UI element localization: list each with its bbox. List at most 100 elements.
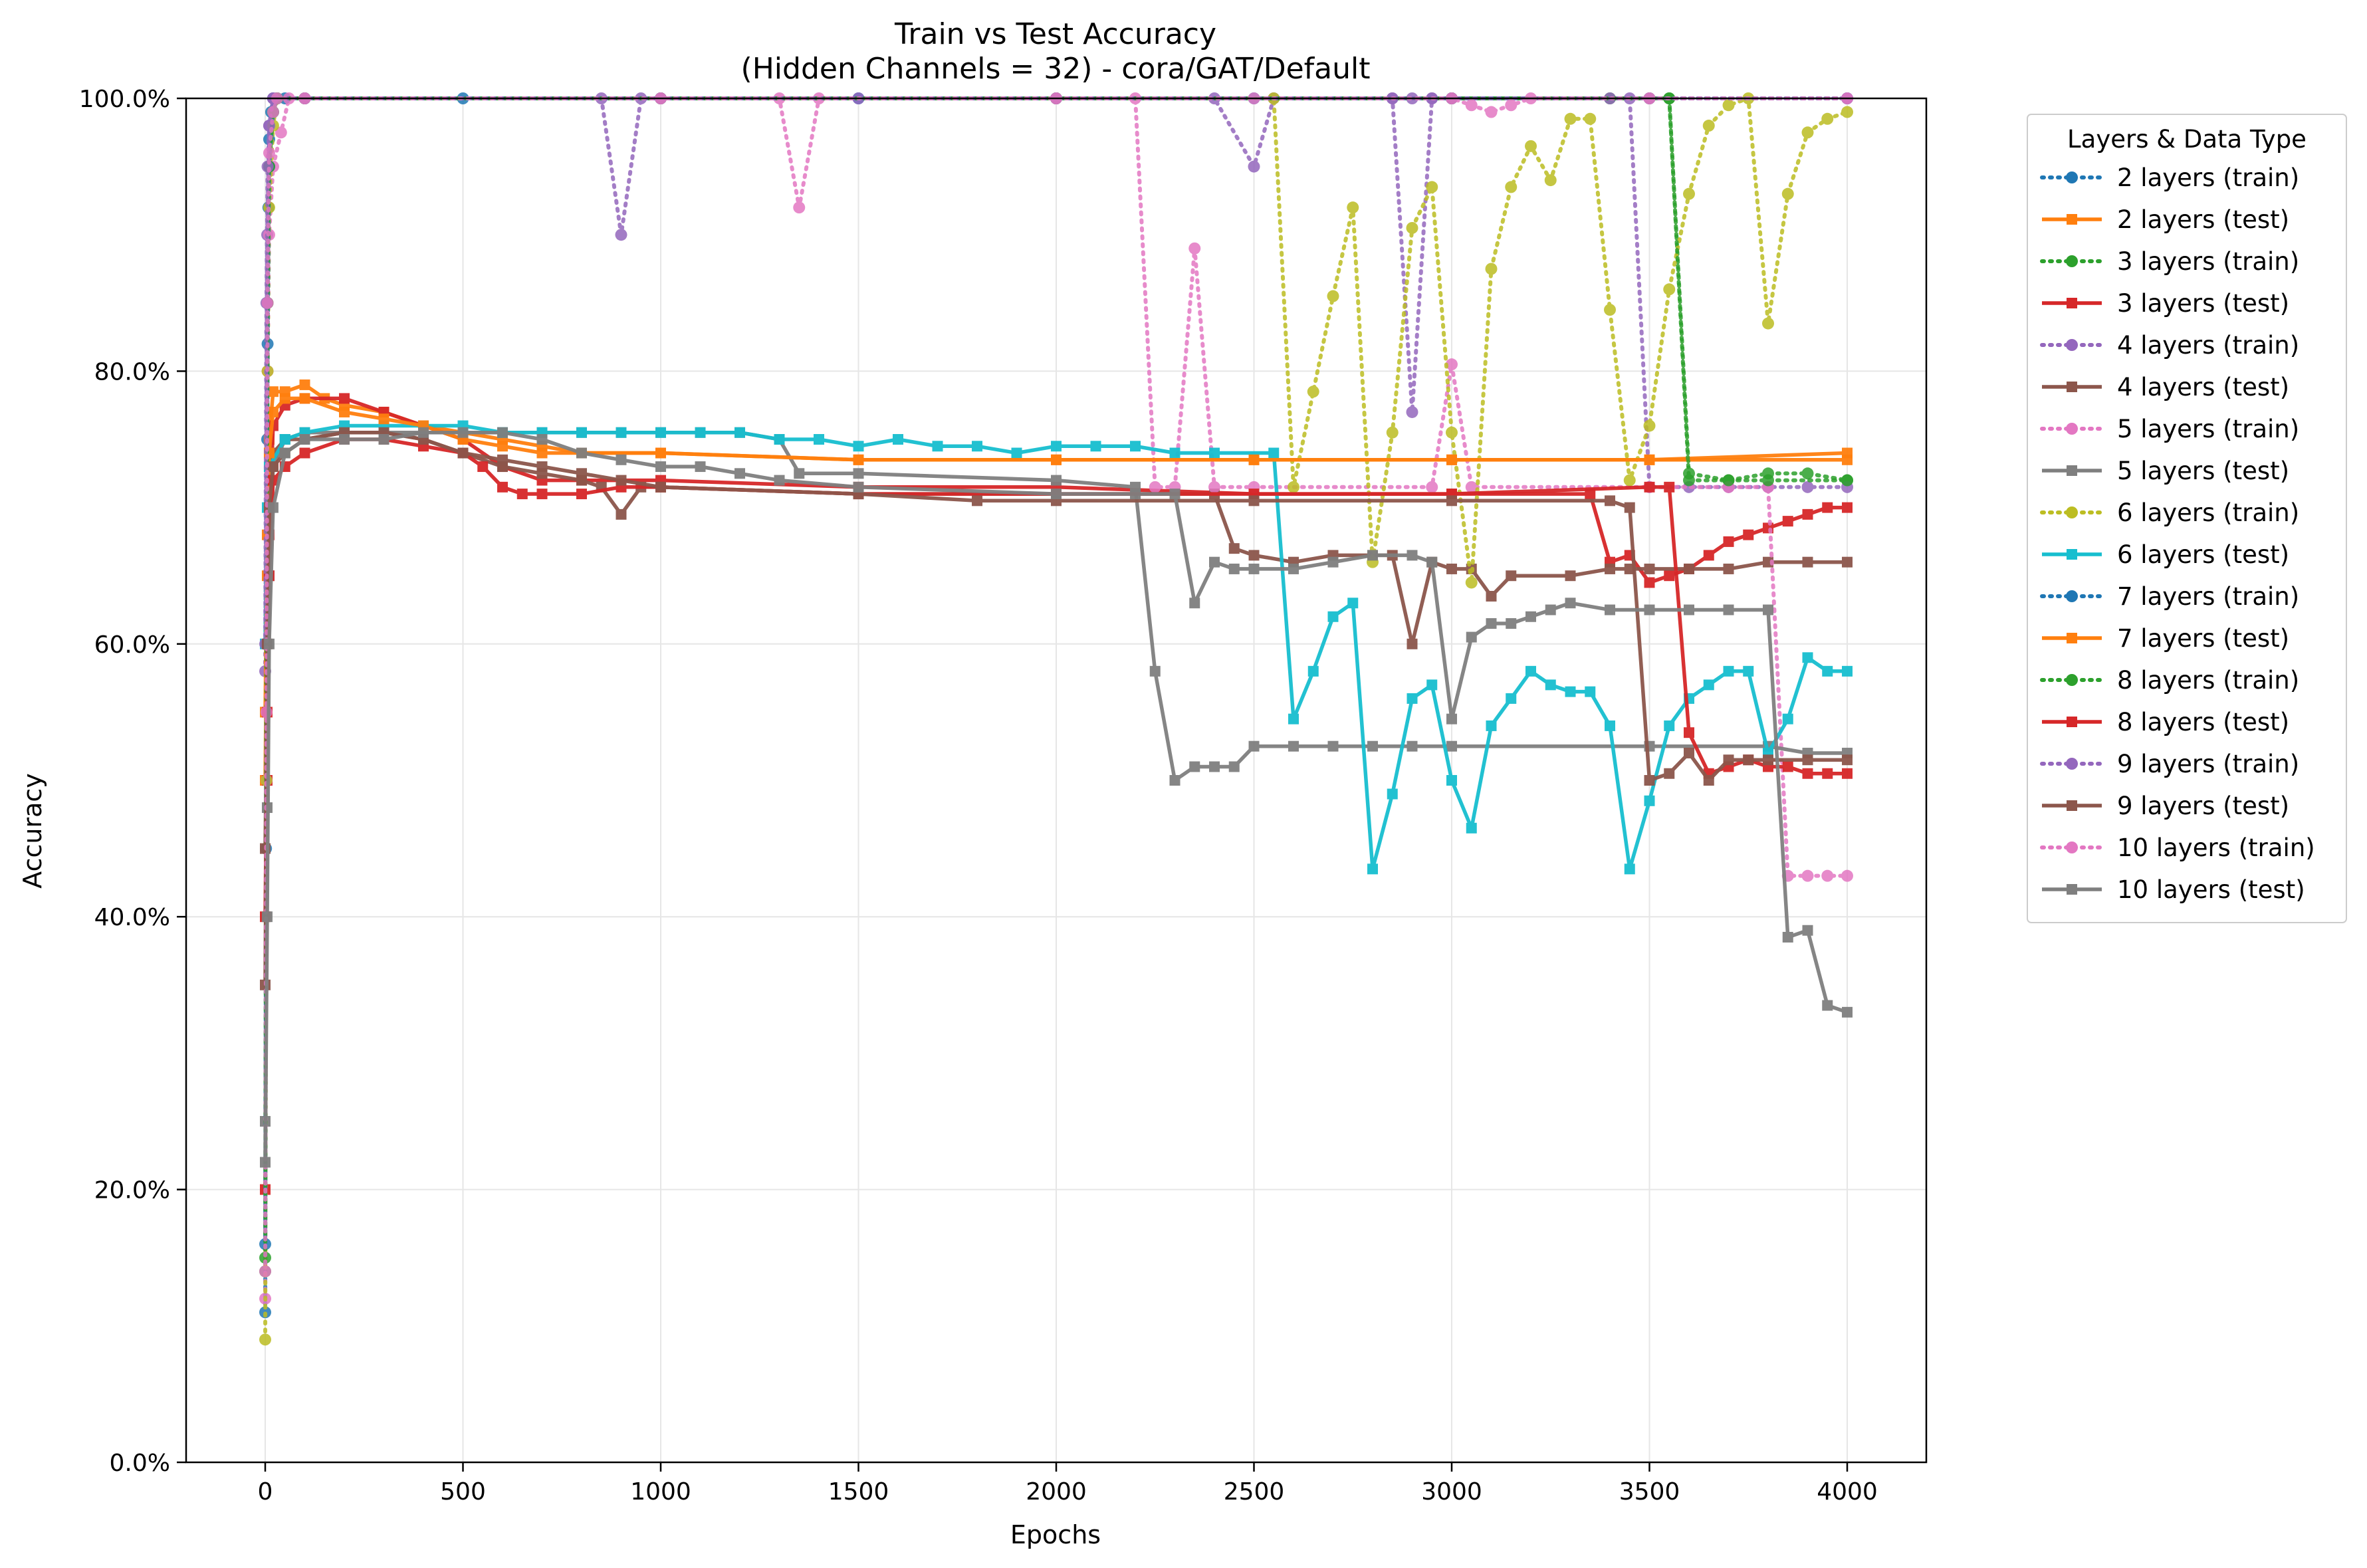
data-point: [1327, 611, 1339, 622]
chart-subtitle: (Hidden Channels = 32) - cora/GAT/Defaul…: [741, 52, 1371, 86]
data-point: [1605, 563, 1615, 574]
legend-item: 3 layers (train): [2040, 247, 2299, 276]
data-point: [655, 481, 666, 493]
data-point: [1248, 740, 1260, 752]
data-point: [1684, 604, 1694, 616]
data-point: [1822, 768, 1833, 779]
legend-item: 4 layers (test): [2042, 373, 2289, 401]
y-tick-label: 80.0%: [94, 358, 170, 386]
data-point: [695, 427, 706, 438]
data-point: [814, 434, 824, 445]
legend-label: 9 layers (train): [2117, 750, 2299, 778]
data-point: [1525, 611, 1536, 622]
data-point: [1683, 187, 1695, 200]
data-point: [1506, 618, 1517, 629]
data-point: [1664, 570, 1675, 582]
data-point: [1545, 604, 1556, 616]
legend-swatch-marker: [2067, 800, 2077, 811]
data-point: [1446, 495, 1457, 506]
x-tick-label: 500: [440, 1478, 486, 1506]
data-point: [1189, 598, 1200, 609]
data-point: [1545, 679, 1556, 691]
data-point: [853, 454, 864, 465]
data-point: [267, 502, 279, 513]
data-point: [1149, 665, 1161, 677]
data-point: [1722, 474, 1735, 487]
data-point: [1782, 931, 1793, 943]
data-point: [497, 427, 508, 438]
data-point: [1782, 713, 1793, 725]
data-point: [1288, 481, 1299, 493]
data-point: [1051, 454, 1062, 465]
data-point: [1288, 563, 1299, 574]
legend-item: 7 layers (train): [2040, 582, 2299, 611]
data-point: [1307, 386, 1319, 398]
data-point: [1248, 495, 1260, 506]
data-point: [1604, 304, 1616, 316]
data-point: [497, 481, 508, 493]
legend-item: 9 layers (train): [2040, 750, 2299, 778]
data-point: [1426, 556, 1438, 568]
legend-item: 9 layers (test): [2042, 792, 2289, 820]
data-point: [1644, 563, 1655, 574]
data-point: [1763, 754, 1773, 766]
data-point: [1327, 290, 1339, 302]
data-point: [1605, 495, 1615, 506]
data-point: [1169, 775, 1181, 786]
x-tick-label: 3000: [1421, 1478, 1482, 1506]
data-point: [1505, 99, 1518, 112]
data-point: [1841, 106, 1853, 118]
data-point: [616, 454, 627, 465]
data-point: [1762, 474, 1774, 487]
data-point: [734, 427, 745, 438]
data-point: [1683, 474, 1695, 487]
data-point: [299, 379, 310, 390]
legend-label: 9 layers (test): [2117, 792, 2289, 820]
data-point: [932, 441, 943, 452]
data-point: [1841, 474, 1853, 487]
data-point: [853, 468, 864, 479]
data-point: [1842, 502, 1853, 513]
legend-label: 4 layers (test): [2117, 373, 2289, 401]
data-point: [1585, 489, 1596, 500]
data-point: [1801, 481, 1814, 493]
data-point: [1130, 441, 1141, 452]
data-point: [1822, 1000, 1833, 1011]
data-point: [1565, 686, 1576, 697]
data-point: [1702, 120, 1715, 132]
data-point: [793, 201, 806, 214]
data-point: [497, 441, 508, 452]
data-point: [1644, 454, 1655, 465]
data-point: [260, 1157, 271, 1168]
data-point: [536, 461, 548, 473]
data-point: [1821, 112, 1834, 125]
data-point: [339, 406, 350, 417]
data-point: [536, 447, 548, 459]
data-point: [1051, 441, 1062, 452]
data-point: [1288, 740, 1299, 752]
data-point: [259, 1333, 271, 1346]
data-point: [1802, 508, 1813, 520]
legend-title: Layers & Data Type: [2067, 125, 2307, 154]
data-point: [299, 447, 310, 459]
data-point: [1347, 201, 1359, 214]
data-point: [1386, 426, 1399, 439]
data-point: [1842, 665, 1853, 677]
data-point: [1209, 761, 1220, 772]
x-axis-ticks: 0 500 1000 1500 2000 2500 3000 3500 4000: [258, 1462, 1878, 1506]
x-tick-label: 0: [258, 1478, 273, 1506]
data-point: [1426, 679, 1438, 691]
y-tick-label: 40.0%: [94, 904, 170, 931]
legend-swatch-marker: [2066, 590, 2078, 602]
series-10: [260, 420, 1853, 875]
data-point: [536, 434, 548, 445]
legend-swatch-marker: [2067, 382, 2077, 392]
data-point: [497, 454, 508, 465]
data-point: [1801, 467, 1814, 480]
data-point: [1644, 481, 1655, 493]
data-point: [1743, 665, 1754, 677]
data-point: [259, 1265, 271, 1278]
data-point: [457, 447, 469, 459]
data-point: [1307, 665, 1319, 677]
